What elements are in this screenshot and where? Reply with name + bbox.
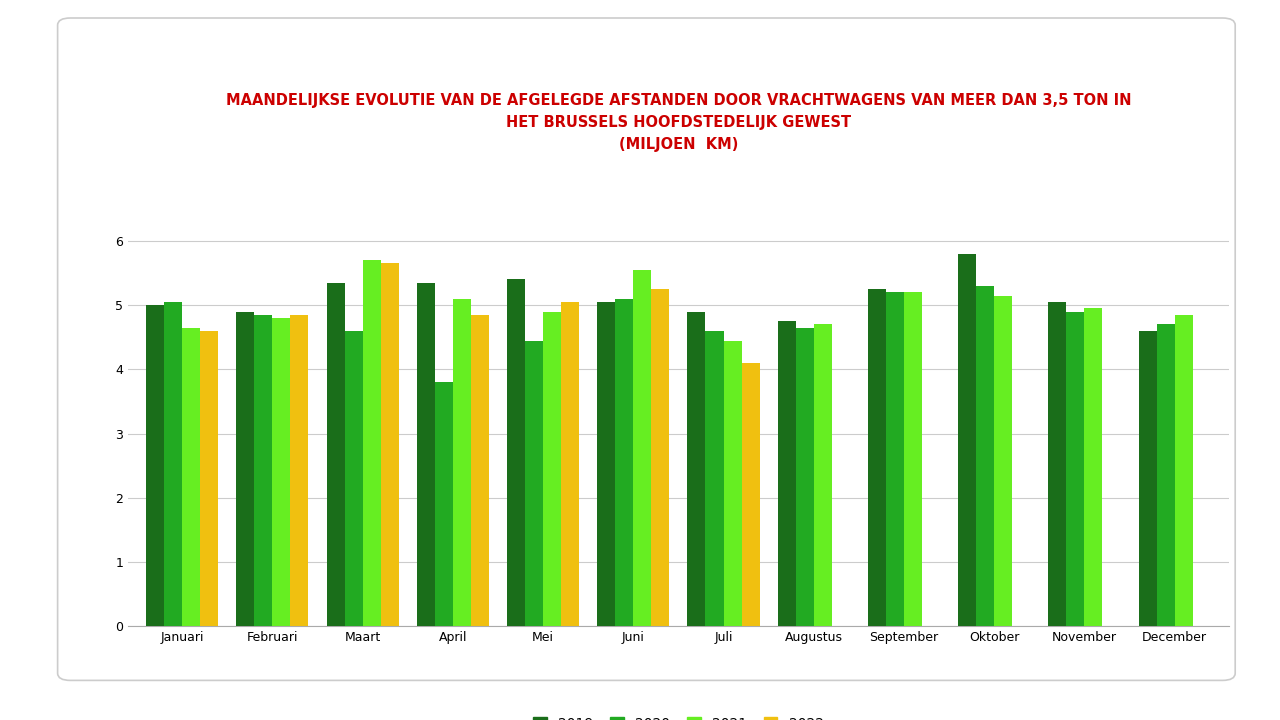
Text: MAANDELIJKSE EVOLUTIE VAN DE AFGELEGDE AFSTANDEN DOOR VRACHTWAGENS VAN MEER DAN : MAANDELIJKSE EVOLUTIE VAN DE AFGELEGDE A… [225,93,1132,152]
Bar [598,302,616,626]
Bar [886,292,904,626]
Bar [796,328,814,626]
Bar [543,312,561,626]
Bar [255,315,273,626]
Bar [291,315,308,626]
Bar [237,312,255,626]
Bar [1139,331,1157,626]
Bar [326,283,344,626]
Bar [525,341,543,626]
Bar [723,341,741,626]
Bar [995,295,1012,626]
Bar [778,321,796,626]
Bar [182,328,200,626]
Bar [616,299,634,626]
Bar [1066,312,1084,626]
Bar [904,292,922,626]
Bar [273,318,291,626]
Bar [741,363,759,626]
Bar [200,331,218,626]
Bar [1048,302,1066,626]
Legend: 2019, 2020, 2021, 2022: 2019, 2020, 2021, 2022 [527,711,829,720]
Bar [380,264,398,626]
Bar [1175,315,1193,626]
Bar [977,286,995,626]
Bar [1157,325,1175,626]
Bar [453,299,471,626]
Bar [164,302,182,626]
Bar [1084,308,1102,626]
Bar [344,331,362,626]
Bar [652,289,669,626]
Bar [362,260,380,626]
Bar [146,305,164,626]
Bar [507,279,525,626]
Bar [471,315,489,626]
Bar [814,325,832,626]
Bar [959,253,977,626]
Bar [634,270,652,626]
Bar [687,312,705,626]
Bar [868,289,886,626]
Bar [705,331,723,626]
Bar [417,283,435,626]
Bar [435,382,453,626]
Bar [561,302,579,626]
